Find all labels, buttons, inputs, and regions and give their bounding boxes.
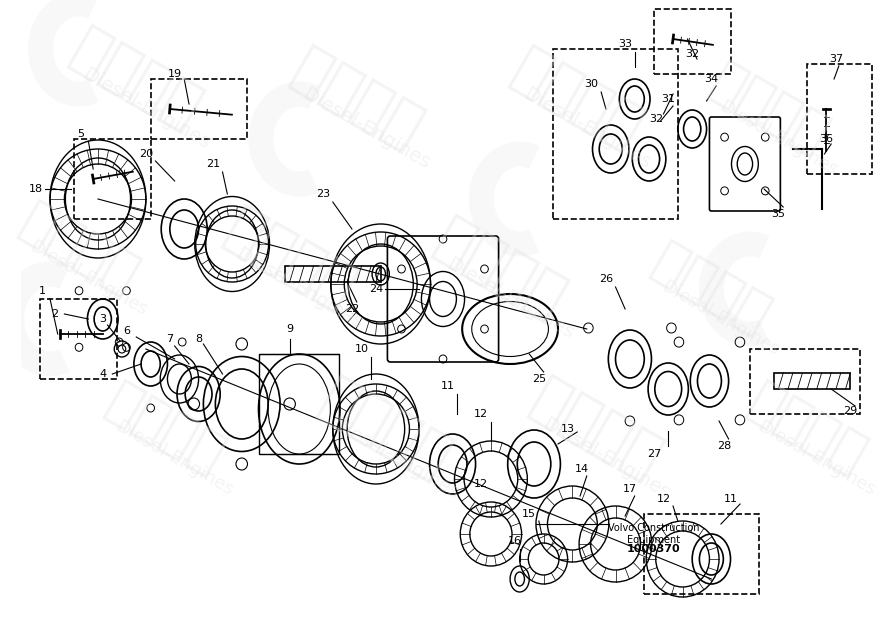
Text: 11: 11	[724, 494, 738, 504]
Text: 31: 31	[661, 94, 676, 104]
Text: 24: 24	[368, 284, 383, 294]
Text: 34: 34	[704, 74, 718, 84]
Bar	[259, 354, 339, 454]
Text: 20: 20	[139, 149, 153, 159]
Text: 32: 32	[685, 49, 700, 59]
Text: 14: 14	[575, 464, 589, 474]
Text: 21: 21	[206, 159, 220, 169]
Text: Diesel-Engines: Diesel-Engines	[755, 418, 879, 500]
Text: 18: 18	[28, 184, 43, 194]
Text: 1: 1	[39, 286, 46, 296]
Text: 19: 19	[167, 69, 182, 79]
Text: 4: 4	[99, 369, 106, 379]
Text: 紫发动力: 紫发动力	[282, 40, 432, 159]
Text: 紫发动力: 紫发动力	[522, 369, 671, 489]
Text: Diesel-Engines: Diesel-Engines	[26, 238, 150, 320]
Text: 33: 33	[618, 39, 632, 49]
Bar	[285, 266, 381, 282]
Text: 36: 36	[820, 134, 833, 144]
Text: 12: 12	[474, 479, 489, 489]
Text: 紫发动力: 紫发动力	[311, 369, 460, 489]
Text: 10: 10	[354, 344, 368, 354]
Text: 紫发动力: 紫发动力	[425, 209, 575, 329]
Text: 1000370: 1000370	[627, 544, 681, 554]
Text: 11: 11	[441, 381, 455, 391]
Text: 12: 12	[657, 494, 670, 504]
Text: 25: 25	[532, 374, 546, 384]
Text: 5: 5	[77, 129, 85, 139]
Text: 35: 35	[772, 209, 786, 219]
Text: Diesel-Engines: Diesel-Engines	[112, 418, 237, 500]
Bar	[773, 373, 850, 389]
Text: 紫发动力: 紫发动力	[214, 199, 365, 319]
Text: 26: 26	[599, 274, 613, 284]
Text: 12: 12	[474, 409, 489, 419]
Text: 32: 32	[649, 114, 663, 124]
Text: Diesel-Engines: Diesel-Engines	[716, 98, 841, 180]
Text: Diesel-Engines: Diesel-Engines	[232, 245, 367, 333]
Text: 6: 6	[123, 326, 130, 336]
Text: 紫发动力: 紫发动力	[11, 195, 147, 303]
Text: Diesel-Engines: Diesel-Engines	[443, 255, 577, 343]
Text: 紫发动力: 紫发动力	[701, 55, 837, 163]
Text: 9: 9	[286, 324, 293, 334]
Text: Diesel-Engines: Diesel-Engines	[538, 415, 673, 503]
Text: 7: 7	[166, 334, 174, 344]
Text: 3: 3	[100, 314, 106, 324]
Text: Volvo Construction
Equipment: Volvo Construction Equipment	[608, 523, 700, 545]
Text: 17: 17	[623, 484, 637, 494]
Text: 15: 15	[522, 509, 537, 519]
Text: Diesel-Engines: Diesel-Engines	[659, 278, 783, 360]
Text: 27: 27	[647, 449, 661, 459]
Text: 23: 23	[316, 189, 330, 199]
Text: 紫发动力: 紫发动力	[97, 375, 233, 483]
Text: 2: 2	[52, 309, 59, 319]
Bar	[807, 64, 872, 174]
Text: 紫发动力: 紫发动力	[740, 375, 875, 483]
Bar	[654, 9, 731, 74]
Bar	[749, 349, 860, 414]
Text: Diesel-Engines: Diesel-Engines	[79, 65, 213, 153]
Text: 22: 22	[344, 304, 359, 314]
Bar	[644, 514, 759, 594]
Text: Diesel-Engines: Diesel-Engines	[328, 415, 462, 503]
Bar	[74, 139, 150, 219]
Bar	[150, 79, 247, 139]
Text: Diesel-Engines: Diesel-Engines	[299, 85, 433, 173]
Text: 29: 29	[843, 406, 857, 416]
Text: 紫发动力: 紫发动力	[643, 235, 779, 343]
Text: 紫发动力: 紫发动力	[502, 40, 652, 159]
Text: 13: 13	[561, 424, 575, 434]
Text: 30: 30	[585, 79, 599, 89]
Text: 16: 16	[508, 536, 522, 546]
Text: 8: 8	[195, 334, 202, 344]
Text: Diesel-Engines: Diesel-Engines	[520, 85, 654, 173]
Text: 紫发动力: 紫发动力	[61, 19, 211, 138]
Bar	[554, 49, 678, 219]
Bar	[40, 299, 117, 379]
Text: 37: 37	[829, 54, 843, 64]
Text: 28: 28	[716, 441, 731, 451]
